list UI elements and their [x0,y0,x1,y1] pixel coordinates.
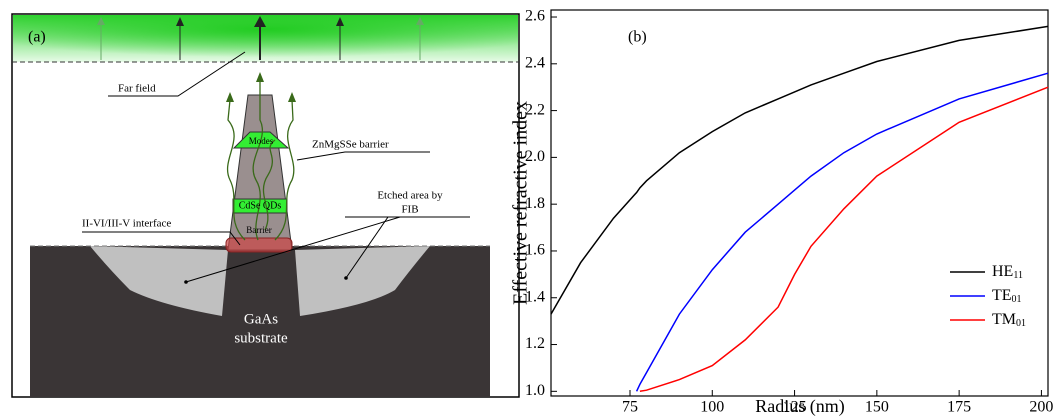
x-tick-label: 125 [783,399,807,416]
y-tick-label: 1.6 [525,242,545,259]
label: CdSe QDs [239,200,282,211]
label: Far field [118,83,156,95]
series-line [550,25,1049,315]
y-axis-label: Effective refractive index [510,101,532,305]
y-tick-label: 2.2 [525,101,545,118]
panel-a: (a) Far field Modes ZnMgSSe barrier CdSe… [11,13,520,398]
label: GaAs [244,311,278,327]
leader-lines [82,51,470,283]
barrier-layer [225,237,293,253]
label: substrate [234,330,288,346]
x-tick-label: 175 [947,399,971,416]
arrows [97,16,424,60]
label: Etched area by [377,190,443,202]
label: II-VI/III-V interface [82,218,171,230]
x-tick-label: 75 [622,399,638,416]
series-line [635,72,1049,392]
panel-b: (b) Radius (nm) Effective refractive ind… [510,8,1054,416]
dot [184,280,188,284]
y-tick-label: 1.8 [525,195,545,212]
emission-paths [227,80,295,241]
y-tick-label: 1.0 [525,382,545,399]
x-tick-label: 100 [700,399,724,416]
panel-label: (a) [28,29,46,46]
y-tick-label: 2.6 [525,8,545,25]
dot [344,276,348,280]
legend-label: TE01 [992,287,1022,306]
label: Modes [249,136,274,146]
legend-label: HE11 [992,263,1023,282]
y-tick-label: 2.4 [525,54,545,71]
y-tick-label: 1.4 [525,288,545,305]
x-tick-label: 200 [1029,399,1053,416]
legend-label: TM01 [992,311,1026,330]
y-tick-label: 1.2 [525,335,545,352]
etched-right [295,246,430,316]
far-field-glow [13,15,518,62]
series-line [639,86,1049,393]
x-axis-label: Radius (nm) [755,396,845,416]
panel-label: (b) [628,29,647,46]
x-tick-label: 150 [865,399,889,416]
label: FIB [401,204,418,216]
plot-frame [550,9,1049,397]
etched-left [90,246,228,316]
emission-arrowheads [226,72,296,102]
label: ZnMgSSe barrier [312,139,389,151]
y-tick-label: 2.0 [525,148,545,165]
label: Barrier [246,225,271,235]
